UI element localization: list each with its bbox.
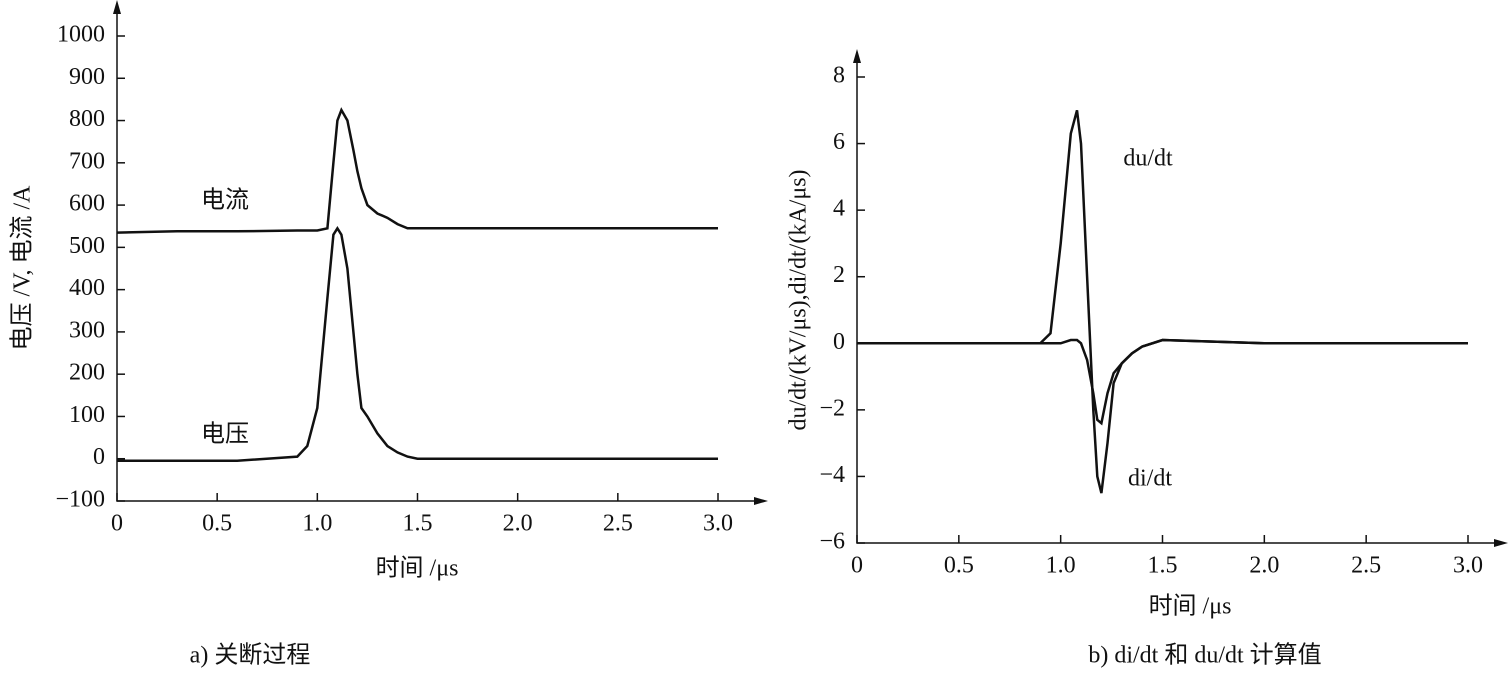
series-label: di/dt [1128, 466, 1172, 492]
x-tick-label: 3.0 [703, 511, 733, 537]
y-tick-label: 500 [69, 233, 105, 259]
x-tick-label: 2.0 [1249, 553, 1279, 579]
y-tick-label: 0 [93, 444, 105, 470]
x-axis-label: 时间 /μs [376, 555, 459, 582]
x-tick-label: 1.0 [1046, 553, 1076, 579]
series-line [117, 225, 718, 463]
series-label: 电压 [201, 421, 249, 448]
y-tick-label: 0 [833, 329, 845, 355]
x-tick-label: 2.5 [1351, 553, 1381, 579]
x-tick-label: 1.0 [302, 511, 332, 537]
y-tick-label: 800 [69, 106, 105, 132]
y-tick-label: 4 [833, 196, 845, 222]
y-tick-label: −6 [819, 529, 845, 555]
y-tick-label: 1000 [57, 22, 105, 48]
y-tick-label: 200 [69, 360, 105, 386]
series-line [857, 338, 1468, 426]
x-tick-label: 0 [851, 553, 863, 579]
y-tick-label: 2 [833, 262, 845, 288]
x-tick-label: 1.5 [1148, 553, 1178, 579]
caption: b) di/dt 和 du/dt 计算值 [1088, 642, 1321, 669]
y-tick-label: 900 [69, 64, 105, 90]
y-axis-label: 电压 /V, 电流 /A [9, 185, 36, 351]
series-line [116, 107, 718, 234]
y-tick-label: 6 [833, 129, 845, 155]
y-tick-label: 8 [833, 63, 845, 89]
x-tick-label: 0.5 [944, 553, 974, 579]
y-tick-label: 100 [69, 402, 105, 428]
y-tick-label: 300 [69, 317, 105, 343]
axes [856, 55, 1500, 544]
x-tick-label: 2.0 [503, 511, 533, 537]
y-tick-label: −100 [55, 487, 105, 513]
y-tick-label: 400 [69, 275, 105, 301]
series-label: du/dt [1123, 146, 1173, 172]
x-tick-label: 1.5 [403, 511, 433, 537]
y-tick-label: −4 [819, 462, 845, 488]
y-axis-label: du/dt/(kV/μs),di/dt/(kA/μs) [786, 169, 812, 430]
y-tick-label: 600 [69, 191, 105, 217]
caption: a) 关断过程 [190, 642, 311, 669]
x-tick-label: 0 [111, 511, 123, 537]
series-label: 电流 [201, 187, 249, 214]
x-axis-label: 时间 /μs [1149, 593, 1232, 620]
x-tick-label: 3.0 [1453, 553, 1483, 579]
x-tick-label: 2.5 [603, 511, 633, 537]
y-tick-label: −2 [819, 395, 845, 421]
x-tick-label: 0.5 [202, 511, 232, 537]
y-tick-label: 700 [69, 148, 105, 174]
axis-arrow [853, 49, 1508, 547]
